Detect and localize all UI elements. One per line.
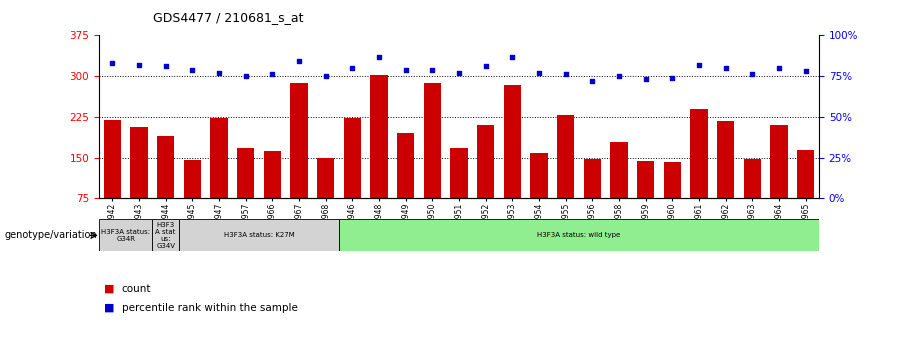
Point (505, 54, 519, 59)
Bar (690, 109, 707, 239)
Bar (344, 119, 361, 239)
Bar (179, 219, 339, 251)
Text: H3F3
A stat
us:
G34V: H3F3 A stat us: G34V (156, 222, 176, 249)
Bar (397, 133, 414, 239)
Point (372, 54, 386, 59)
Point (292, 59, 306, 64)
Bar (317, 158, 334, 239)
Point (718, 65, 733, 71)
Text: ■: ■ (104, 284, 114, 293)
Point (532, 70, 546, 76)
Bar (291, 82, 308, 239)
Bar (152, 219, 179, 251)
Point (131, 62, 146, 68)
Bar (477, 125, 494, 239)
Bar (264, 151, 281, 239)
Bar (797, 150, 814, 239)
Point (319, 73, 333, 79)
Bar (104, 120, 121, 239)
Point (238, 73, 253, 79)
Text: GDS4477 / 210681_s_at: GDS4477 / 210681_s_at (153, 11, 303, 24)
Point (212, 70, 226, 76)
Point (745, 72, 760, 77)
Text: H3F3A status:
G34R: H3F3A status: G34R (101, 229, 150, 242)
Point (612, 73, 626, 79)
Bar (584, 159, 601, 239)
Bar (504, 85, 521, 239)
Point (798, 68, 813, 74)
Point (559, 72, 573, 77)
Bar (770, 125, 788, 239)
Point (425, 67, 439, 73)
Point (638, 76, 652, 82)
Bar (743, 159, 761, 239)
Text: genotype/variation: genotype/variation (4, 230, 97, 240)
Text: H3F3A status: K27M: H3F3A status: K27M (223, 233, 294, 238)
Bar (663, 162, 681, 239)
Bar (237, 148, 255, 239)
Bar (370, 75, 388, 239)
Point (345, 65, 359, 71)
Bar (530, 153, 548, 239)
Text: percentile rank within the sample: percentile rank within the sample (122, 303, 297, 313)
Bar (339, 219, 819, 251)
Text: H3F3A status: wild type: H3F3A status: wild type (537, 233, 621, 238)
Bar (211, 119, 228, 239)
Text: ■: ■ (104, 303, 114, 313)
Bar (717, 121, 734, 239)
Point (185, 67, 200, 73)
Bar (99, 219, 152, 251)
Bar (610, 142, 627, 239)
Point (266, 72, 280, 77)
Point (772, 65, 787, 71)
Text: count: count (122, 284, 151, 293)
Bar (424, 82, 441, 239)
Point (585, 78, 599, 84)
Point (158, 63, 173, 69)
Bar (130, 127, 148, 239)
Bar (557, 115, 574, 239)
Point (479, 63, 493, 69)
Point (399, 67, 413, 73)
Point (665, 75, 680, 81)
Point (452, 70, 466, 76)
Bar (637, 161, 654, 239)
Point (692, 62, 706, 68)
Bar (157, 136, 175, 239)
Bar (450, 148, 468, 239)
Bar (184, 160, 201, 239)
Point (105, 60, 120, 66)
